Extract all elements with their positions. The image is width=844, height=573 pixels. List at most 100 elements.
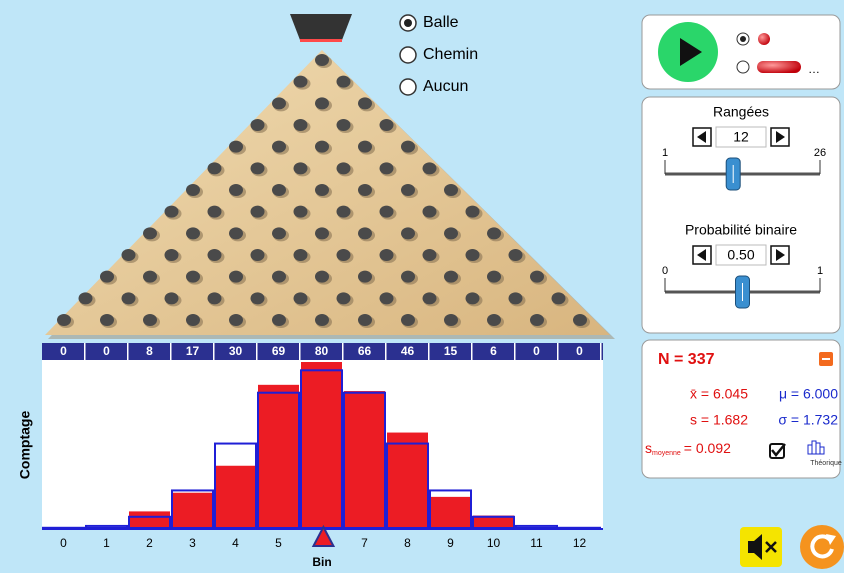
slider-max-label: 1 — [817, 265, 823, 277]
peg — [444, 227, 458, 239]
peg — [315, 97, 329, 109]
peg — [294, 206, 308, 218]
peg — [401, 141, 415, 153]
peg — [208, 249, 222, 261]
bar — [387, 433, 428, 528]
peg — [251, 119, 265, 131]
peg — [487, 314, 501, 326]
count-cell-divider — [557, 343, 559, 360]
radio-label: Chemin — [423, 46, 478, 63]
peg — [272, 227, 286, 239]
peg — [208, 292, 222, 304]
peg — [294, 162, 308, 174]
sample-mean: x̄ = 6.045 — [690, 386, 748, 402]
count-label: 15 — [444, 344, 458, 358]
bar — [215, 466, 256, 528]
ball-icon — [758, 33, 770, 45]
peg — [294, 119, 308, 131]
count-label: 0 — [60, 344, 67, 358]
x-tick-label: 5 — [275, 536, 282, 550]
page: BalleCheminAucun … Rangées12126Probabili… — [0, 0, 844, 573]
collapse-icon — [822, 358, 830, 360]
peg — [165, 249, 179, 261]
peg — [337, 292, 351, 304]
peg — [358, 314, 372, 326]
peg — [444, 184, 458, 196]
peg — [401, 184, 415, 196]
count-cell-divider — [600, 343, 602, 360]
path-radio[interactable] — [400, 79, 416, 95]
y-axis-label: Comptage — [17, 411, 33, 480]
peg — [272, 184, 286, 196]
peg — [466, 292, 480, 304]
reset-button[interactable] — [800, 525, 844, 569]
peg — [380, 162, 394, 174]
count-label: 6 — [490, 344, 497, 358]
peg — [143, 271, 157, 283]
peg — [186, 184, 200, 196]
sd-value: = 0.092 — [684, 440, 731, 456]
value-display: 0.50 — [727, 247, 754, 263]
peg — [294, 76, 308, 88]
peg — [466, 206, 480, 218]
count-cell-divider — [299, 343, 301, 360]
x-tick-label: 7 — [361, 536, 368, 550]
count-cell-divider — [170, 343, 172, 360]
peg — [100, 271, 114, 283]
peg — [272, 141, 286, 153]
x-tick-label: 4 — [232, 536, 239, 550]
peg — [208, 206, 222, 218]
x-axis-label: Bin — [312, 555, 331, 569]
peg — [229, 141, 243, 153]
count-label: 8 — [146, 344, 153, 358]
count-label: 30 — [229, 344, 243, 358]
x-tick-label: 9 — [447, 536, 454, 550]
peg — [79, 292, 93, 304]
sd-symbol: s — [645, 440, 652, 456]
peg — [272, 271, 286, 283]
funnel — [290, 14, 352, 40]
peg — [530, 271, 544, 283]
count-cell-divider — [213, 343, 215, 360]
slider-min-label: 0 — [662, 265, 668, 277]
peg — [229, 184, 243, 196]
theoretical-label: Théorique — [810, 460, 842, 467]
mode-radio-many[interactable] — [737, 61, 749, 73]
peg — [272, 97, 286, 109]
x-tick-label: 1 — [103, 536, 110, 550]
control-title: Probabilité binaire — [685, 222, 797, 238]
peg — [423, 206, 437, 218]
peg — [573, 314, 587, 326]
count-cell-divider — [385, 343, 387, 360]
count-label: 46 — [401, 344, 415, 358]
peg — [509, 292, 523, 304]
peg — [186, 271, 200, 283]
x-tick-label: 11 — [530, 536, 543, 550]
peg — [315, 141, 329, 153]
peg — [358, 271, 372, 283]
x-tick-label: 3 — [189, 536, 196, 550]
peg — [251, 162, 265, 174]
peg — [122, 249, 136, 261]
funnel-lip — [300, 39, 342, 42]
count-cell-divider — [84, 343, 86, 360]
value-display: 12 — [733, 129, 749, 145]
peg — [380, 292, 394, 304]
peg — [337, 206, 351, 218]
peg — [444, 271, 458, 283]
peg — [165, 206, 179, 218]
bar — [301, 362, 342, 528]
count-cell-divider — [514, 343, 516, 360]
peg — [552, 292, 566, 304]
peg — [401, 227, 415, 239]
bar — [344, 391, 385, 528]
path-radio[interactable] — [400, 47, 416, 63]
peg — [423, 292, 437, 304]
count-label: 80 — [315, 344, 329, 358]
peg — [251, 206, 265, 218]
peg — [251, 249, 265, 261]
bar — [172, 493, 213, 528]
peg — [401, 271, 415, 283]
peg — [186, 314, 200, 326]
peg — [315, 54, 329, 66]
